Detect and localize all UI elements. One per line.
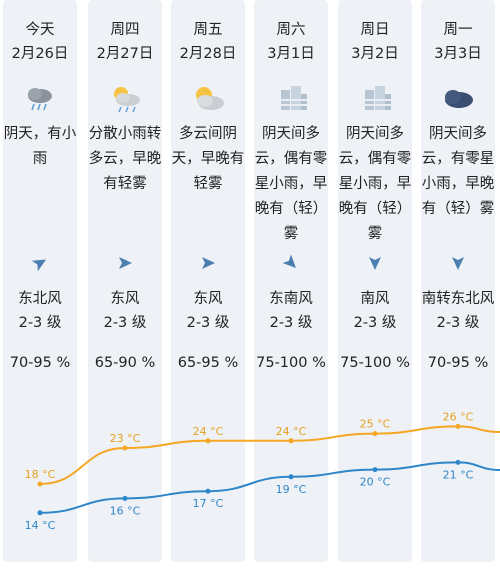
weather-description: 阴天间多云，有零星小雨，早晚有（轻）雾 [421,122,495,222]
wind-direction-icon [449,254,467,272]
humidity-label: 75-100 % [340,355,410,371]
description-line: 轻雾 [193,176,223,192]
description-line: 多云，早晚 [88,151,162,167]
date-label: 2月26日 [11,46,69,62]
wind-direction-label: 东北风 [18,291,62,307]
humidity-label: 70-95 % [9,355,71,371]
description-line: 有（轻）雾 [421,201,495,217]
wind-level-label: 2-3 级 [186,315,230,331]
high-temp-point [455,423,461,429]
low-temp-point [455,459,461,465]
wind-direction-label: 东南风 [269,291,313,307]
weather-description: 阴天间多云，偶有零星小雨，早晚有（轻） 雾 [338,122,412,247]
date-label: 3月2日 [351,46,399,62]
weekday-label: 今天 [25,22,55,38]
wind-direction-icon [199,254,217,272]
high-temp-point [37,481,43,487]
weather-description: 多云间阴天，早晚有轻雾 [171,122,245,197]
description-line: 星小雨，早 [338,176,412,192]
low-temp-label: 20 °C [360,476,391,489]
fog-buildings-icon [357,84,393,114]
description-line: 晚有（轻） [338,201,412,217]
day-column: 周五 2月28日多云间阴天，早晚有轻雾东风 2-3 级 65-95 % [171,0,245,562]
description-line: 雾 [367,226,383,242]
high-temp-point [372,431,378,437]
high-temp-point [288,438,294,444]
high-temp-point [205,438,211,444]
high-temp-point [122,445,128,451]
wind-level-label: 2-3 级 [353,315,397,331]
humidity-label: 65-90 % [94,355,156,371]
wind-direction-icon [282,254,300,272]
cloud-icon [440,84,476,114]
low-temp-point [205,488,211,494]
weekday-label: 周五 [193,22,223,38]
wind-level-label: 2-3 级 [436,315,480,331]
low-temp-label: 16 °C [110,504,141,517]
humidity-label: 70-95 % [427,355,489,371]
low-temp-label: 19 °C [276,483,307,496]
fog-buildings-icon [273,84,309,114]
description-line: 阴天间多 [262,126,320,142]
description-line: 云，偶有零 [338,151,412,167]
date-label: 2月28日 [179,46,237,62]
wind-level-label: 2-3 级 [103,315,147,331]
low-temp-point [122,495,128,501]
humidity-label: 65-95 % [177,355,239,371]
low-temp-label: 21 °C [443,468,474,481]
high-temp-label: 18 °C [25,468,56,481]
high-temp-label: 26 °C [443,410,474,423]
description-line: 分散小雨转 [88,126,162,142]
weekday-label: 周一 [443,22,473,38]
description-line: 有轻雾 [103,176,147,192]
low-temp-label: 14 °C [25,519,56,532]
description-line: 小雨，早晚 [421,176,495,192]
cloud-rain-icon [22,84,58,114]
description-line: 多云间阴 [179,126,237,142]
description-line: 阴天间多 [346,126,404,142]
day-column: 今天 2月26日阴天，有小雨东北风 2-3 级 70-95 % [3,0,77,562]
humidity-label: 75-100 % [256,355,326,371]
wind-direction-label: 南风 [360,291,390,307]
date-label: 3月3日 [434,46,482,62]
weather-description: 阴天间多云，偶有零星小雨，早晚有（轻） 雾 [254,122,328,247]
wind-direction-label: 东风 [193,291,223,307]
wind-direction-icon [366,254,384,272]
high-temp-label: 23 °C [110,432,141,445]
description-line: 天，早晚有 [171,151,245,167]
weekday-label: 周日 [360,22,390,38]
description-line: 云，偶有零 [254,151,328,167]
wind-direction-label: 南转东北风 [421,291,495,307]
description-line: 晚有（轻） [254,201,328,217]
high-temp-label: 25 °C [360,418,391,431]
partly-cloudy-icon [190,84,226,114]
date-label: 2月27日 [96,46,154,62]
low-temp-point [288,474,294,480]
wind-direction-label: 东风 [110,291,140,307]
weather-description: 阴天，有小雨 [3,122,77,172]
description-line: 阴天，有小 [3,126,77,142]
wind-direction-icon [31,254,49,272]
sun-cloud-rain-icon [107,84,143,114]
wind-level-label: 2-3 级 [18,315,62,331]
low-temp-point [37,510,43,516]
day-column: 周四 2月27日分散小雨转多云，早晚有轻雾东风 2-3 级 65-90 % [88,0,162,562]
description-line: 星小雨，早 [254,176,328,192]
weekday-label: 周六 [276,22,306,38]
day-column: 周六 3月1日阴天间多云，偶有零星小雨，早晚有（轻） 雾东南风 2-3 级 75-100… [254,0,328,562]
wind-level-label: 2-3 级 [269,315,313,331]
high-temp-label: 24 °C [193,425,224,438]
date-label: 3月1日 [267,46,315,62]
weather-description: 分散小雨转多云，早晚有轻雾 [88,122,162,197]
weekday-label: 周四 [110,22,140,38]
low-temp-point [372,467,378,473]
description-line: 阴天间多 [429,126,487,142]
description-line: 云，有零星 [421,151,495,167]
wind-direction-icon [116,254,134,272]
description-line: 雾 [283,226,299,242]
description-line: 雨 [32,151,48,167]
low-temp-label: 17 °C [193,497,224,510]
high-temp-label: 24 °C [276,425,307,438]
